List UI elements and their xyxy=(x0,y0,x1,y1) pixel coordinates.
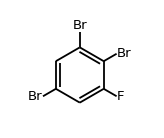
Text: F: F xyxy=(117,90,125,103)
Text: Br: Br xyxy=(117,47,132,60)
Text: Br: Br xyxy=(28,90,42,103)
Text: Br: Br xyxy=(72,19,87,32)
